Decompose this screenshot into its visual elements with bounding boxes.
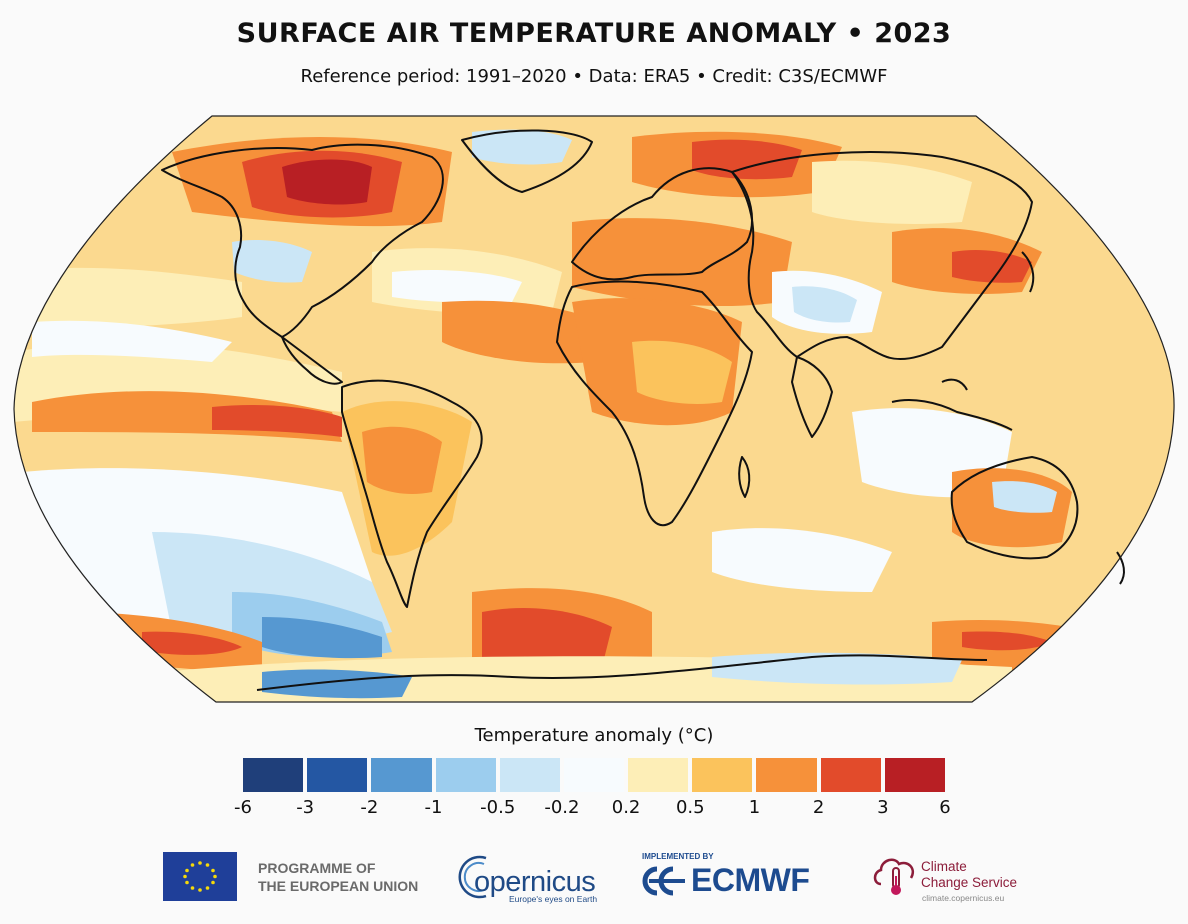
greenland-outline <box>461 129 593 193</box>
copernicus-wordmark: opernicus <box>474 866 596 898</box>
eu-stars-icon <box>183 861 217 892</box>
colorbar-tick-label: -0.5 <box>480 797 516 818</box>
colorbar-tick-label: 6 <box>939 797 951 818</box>
south-america-outline <box>341 379 483 608</box>
africa-outline <box>556 280 753 527</box>
greenland-cool <box>472 129 572 165</box>
colorbar-tick-label: -3 <box>296 797 315 818</box>
indonesia-outline <box>891 399 1013 431</box>
colorbar-tick-label: 3 <box>877 797 889 818</box>
map-border <box>13 115 1175 703</box>
na-west-cool <box>232 240 312 283</box>
north-pacific-neutral <box>32 320 232 362</box>
coastlines <box>161 129 1125 691</box>
ecmwf-logo-icon <box>641 866 689 896</box>
japan-outline <box>1021 251 1035 293</box>
north-america-outline <box>161 143 444 338</box>
eu-flag-logo <box>163 852 237 901</box>
madagascar-outline <box>738 456 751 498</box>
colorbar-tick-label: -0.2 <box>544 797 580 818</box>
ecmwf-wordmark: ECMWF <box>691 862 810 898</box>
climate-thermometer-icon <box>871 850 919 900</box>
colorbar-segment <box>884 758 945 792</box>
colorbar-tick-label: 1 <box>748 797 761 818</box>
colorbar-tick-label: 2 <box>812 797 825 818</box>
copernicus-tagline: Europe's eyes on Earth <box>509 894 598 904</box>
page-title: SURFACE AIR TEMPERATURE ANOMALY • 2023 <box>236 18 952 49</box>
c3s-url: climate.copernicus.eu <box>922 893 1005 903</box>
australia-outline <box>950 456 1079 560</box>
colorbar-tick-label: -2 <box>360 797 379 818</box>
asia-outline <box>731 151 1033 360</box>
eu-line-1: PROGRAMME OF <box>258 860 376 876</box>
c3s-wordmark: Climate Change Service <box>921 859 1017 891</box>
antarctica-outline <box>256 654 988 691</box>
canada-very-warm <box>282 159 372 205</box>
central-america-outline <box>281 336 343 385</box>
tibet-cool <box>792 286 857 323</box>
colorbar-segment <box>820 758 881 792</box>
colorbar-segment <box>435 758 496 792</box>
new-zealand-outline <box>1116 551 1125 585</box>
eu-line-2: THE EUROPEAN UNION <box>258 878 419 894</box>
c3s-line-2: Change Service <box>921 875 1018 890</box>
colorbar-segment <box>692 758 753 792</box>
eu-programme-text: PROGRAMME OF THE EUROPEAN UNION <box>258 859 418 895</box>
antarctic-cold <box>262 669 412 699</box>
colorbar-tick-label: 0.2 <box>611 797 641 818</box>
colorbar-segment <box>243 758 304 792</box>
colorbar-segment <box>371 758 432 792</box>
colorbar-tick-label: 0.5 <box>675 797 705 818</box>
colorbar-segment <box>628 758 689 792</box>
south-pacific-cold <box>262 617 382 659</box>
c3s-line-1: Climate <box>921 859 967 874</box>
copernicus-logo-icon <box>456 852 506 902</box>
east-asia-hotspot <box>952 250 1032 283</box>
page-subtitle: Reference period: 1991–2020 • Data: ERA5… <box>300 66 888 87</box>
colorbar-segment <box>307 758 368 792</box>
india-outline <box>791 356 833 438</box>
world-map <box>12 112 1176 706</box>
colorbar-segment <box>563 758 625 792</box>
colorbar-tick-label: -1 <box>424 797 443 818</box>
colorbar-tick-label: -6 <box>234 797 252 818</box>
north-atlantic-warm <box>442 300 612 364</box>
europe-outline <box>571 167 753 281</box>
colorbar-segment <box>756 758 817 792</box>
colorbar-segment <box>499 758 560 792</box>
eurasia-warm <box>572 218 792 307</box>
colorbar <box>243 758 945 792</box>
ecmwf-implemented-label: IMPLEMENTED BY <box>642 852 714 861</box>
colorbar-title: Temperature anomaly (°C) <box>474 725 714 746</box>
south-atlantic-hotspot <box>482 607 612 673</box>
